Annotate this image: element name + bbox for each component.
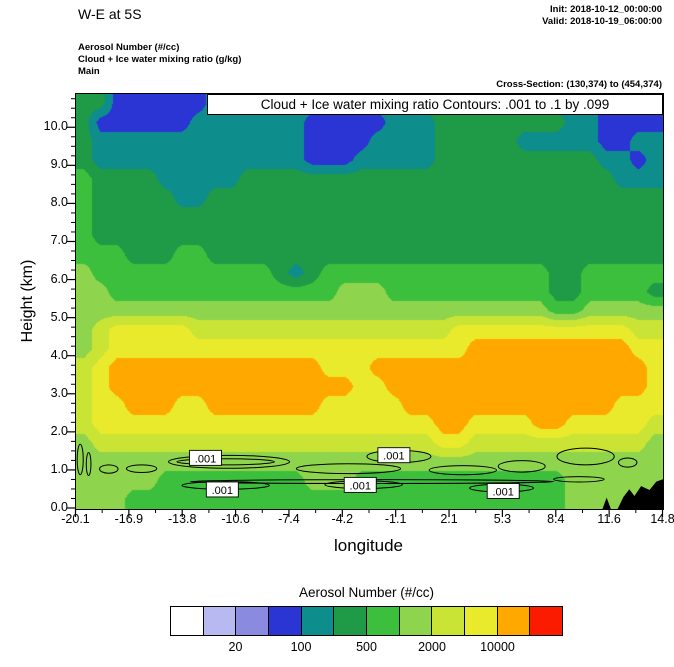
cross-section-label: Cross-Section: (130,374) to (454,374) xyxy=(496,79,662,90)
y-tick-label: 1.0 xyxy=(50,461,68,476)
colorbar-tick-label: 20 xyxy=(228,640,243,654)
y-axis-title: Height (km) xyxy=(19,259,36,343)
field-label-domain: Main xyxy=(78,65,100,77)
y-tick-label: 9.0 xyxy=(50,157,68,172)
cloud-contour-line xyxy=(497,460,546,473)
colorbar-cell xyxy=(465,606,498,636)
contour-value-label: .001 xyxy=(486,483,520,499)
field-label-aerosol: Aerosol Number (#/cc) xyxy=(78,42,180,53)
contour-label-text: .001 xyxy=(383,451,404,463)
terrain-silhouette xyxy=(617,479,663,509)
contour-label-text: .001 xyxy=(493,486,514,498)
x-tick-label: -16.9 xyxy=(114,512,144,526)
y-tick-label: 6.0 xyxy=(50,271,68,286)
contour-field-canvas xyxy=(76,94,663,509)
contour-label-box xyxy=(377,447,411,464)
plot-area: .001 .001 .001 .001 .001 Cloud + Ice water m… xyxy=(75,93,664,510)
terrain-silhouette xyxy=(602,497,611,509)
cloud-contour-line xyxy=(99,464,119,474)
y-tick-label: 0.0 xyxy=(50,500,68,514)
colorbar-cell xyxy=(367,606,400,636)
colorbar-cell xyxy=(269,606,302,636)
y-tick-label: 5.0 xyxy=(50,309,68,324)
colorbar-cell xyxy=(432,606,466,636)
timestamps: Init: 2018-10-12_00:00:00 Valid: 2018-10… xyxy=(542,4,662,28)
y-tick-label: 8.0 xyxy=(50,195,68,210)
x-axis-title: longitude xyxy=(333,536,403,555)
contour-label-text: .001 xyxy=(212,485,233,497)
y-tick-label: 10.0 xyxy=(43,119,68,134)
cloud-contour-line xyxy=(617,457,638,468)
cloud-contour-line xyxy=(553,476,605,483)
colorbar-cell xyxy=(170,606,204,636)
contour-info-banner: Cloud + Ice water mixing ratio Contours:… xyxy=(207,94,663,115)
contour-value-label: .001 xyxy=(343,476,377,493)
plot-title: W-E at 5S xyxy=(78,6,142,22)
x-tick-label: -10.6 xyxy=(221,512,250,526)
init-timestamp: Init: 2018-10-12_00:00:00 xyxy=(550,4,662,15)
x-tick-label: 5.3 xyxy=(493,512,512,526)
cloud-contour-line xyxy=(428,465,497,476)
cloud-contour-line xyxy=(85,452,92,476)
contour-label-box xyxy=(189,449,222,466)
x-tick-label: -7.4 xyxy=(278,512,300,526)
x-tick-label: 11.6 xyxy=(597,512,621,526)
field-list: Aerosol Number (#/cc) Cloud + Ice water … xyxy=(78,42,241,78)
colorbar-cell xyxy=(301,606,335,636)
colorbar-title: Aerosol Number (#/cc) xyxy=(298,585,435,600)
colorbar xyxy=(170,606,564,636)
x-tick-label: -20.1 xyxy=(61,512,90,526)
colorbar-cell xyxy=(399,606,433,636)
colorbar-cell xyxy=(334,606,368,636)
field-label-cloud-ice: Cloud + Ice water mixing ratio (g/kg) xyxy=(78,53,242,65)
cloud-contour-line xyxy=(176,458,275,466)
cloud-contour-line xyxy=(76,443,84,476)
x-tick-label: -4.2 xyxy=(331,512,354,526)
contour-value-label: .001 xyxy=(189,449,222,466)
contour-overlay: .001 .001 .001 .001 .001 xyxy=(76,443,663,509)
colorbar-cell xyxy=(236,606,270,636)
contour-label-box xyxy=(205,481,239,498)
cloud-contour-line xyxy=(295,463,402,475)
colorbar-tick-label: 500 xyxy=(356,640,377,654)
x-tick-label: 2.1 xyxy=(440,512,458,526)
contour-label-box xyxy=(486,483,520,499)
y-tick-label: 2.0 xyxy=(50,423,68,438)
y-tick-label: 7.0 xyxy=(50,233,68,248)
y-tick-label: 3.0 xyxy=(50,385,68,400)
colorbar-tick-label: 100 xyxy=(290,640,312,654)
contour-label-text: .001 xyxy=(350,480,371,492)
valid-timestamp: Valid: 2018-10-19_06:00:00 xyxy=(542,15,662,27)
colorbar-cell xyxy=(497,606,531,636)
x-tick-label: -1.1 xyxy=(384,512,407,526)
colorbar-cell xyxy=(530,606,564,636)
y-tick-label: 4.0 xyxy=(50,347,68,362)
cloud-contour-line xyxy=(125,464,158,473)
x-tick-label: 8.4 xyxy=(547,512,565,526)
x-tick-label: -13.8 xyxy=(167,512,197,526)
contour-label-text: .001 xyxy=(195,453,216,465)
x-tick-label: 14.8 xyxy=(650,512,674,526)
contour-label-box xyxy=(343,476,377,493)
colorbar-tick-label: 2000 xyxy=(418,640,446,654)
contour-value-label: .001 xyxy=(377,447,411,464)
cloud-contour-line xyxy=(556,447,615,466)
colorbar-tick-label: 10000 xyxy=(480,640,515,654)
cloud-contour-line xyxy=(168,454,291,469)
contour-value-label: .001 xyxy=(205,481,239,498)
colorbar-cell xyxy=(203,606,237,636)
